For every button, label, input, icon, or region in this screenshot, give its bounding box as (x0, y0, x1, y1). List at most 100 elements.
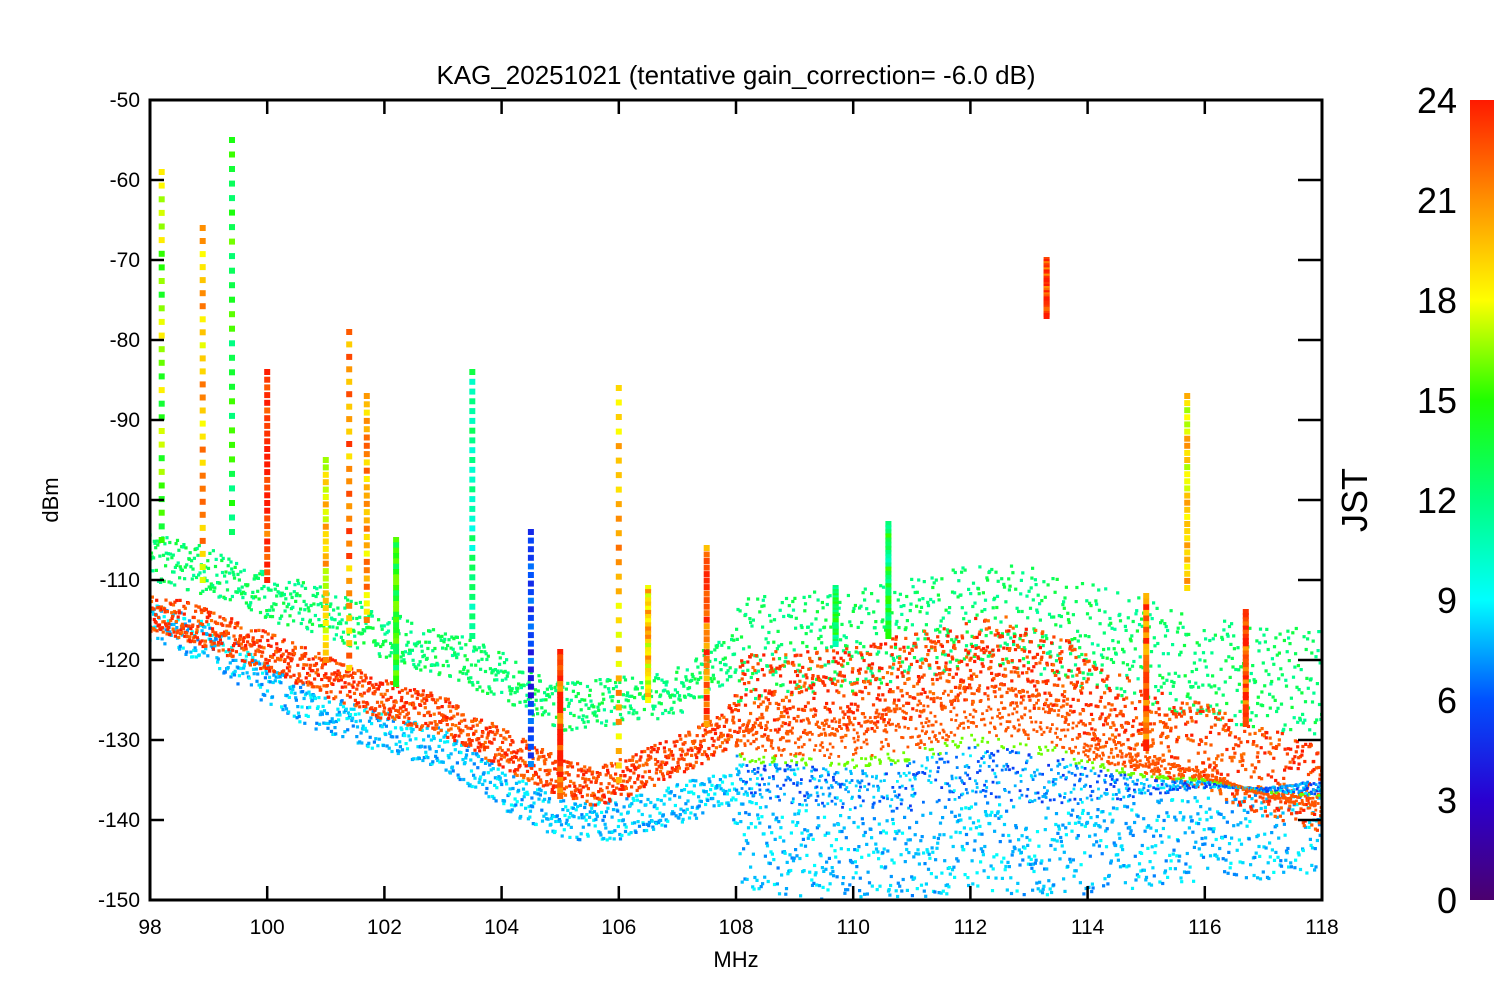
data-point (723, 792, 727, 796)
data-point (230, 645, 234, 650)
data-point (740, 660, 744, 665)
data-point (160, 637, 164, 641)
data-point (837, 690, 841, 695)
data-point (731, 796, 735, 800)
data-point (893, 646, 898, 650)
data-point (390, 681, 394, 686)
data-point (190, 630, 194, 634)
data-point (953, 570, 957, 575)
data-point (850, 682, 854, 686)
data-point (474, 648, 478, 652)
data-point (795, 653, 799, 657)
data-point (1132, 659, 1136, 664)
data-point (801, 665, 805, 669)
data-point (467, 676, 471, 680)
data-point (1109, 658, 1113, 662)
data-point (809, 708, 813, 712)
data-point (1172, 681, 1176, 685)
data-point (1110, 626, 1114, 630)
data-point (430, 762, 434, 766)
data-point (715, 716, 719, 720)
data-point (1152, 636, 1156, 640)
data-point (261, 650, 265, 654)
data-point (848, 883, 852, 887)
data-point (777, 657, 782, 661)
data-point (1216, 857, 1220, 861)
data-point (1211, 674, 1215, 678)
data-point (1202, 629, 1206, 633)
data-point (863, 720, 867, 724)
data-point (770, 831, 774, 835)
data-point (1003, 641, 1007, 645)
data-point (1228, 675, 1232, 679)
data-point (979, 628, 983, 632)
data-point (218, 667, 222, 671)
data-point (658, 741, 662, 746)
data-point (507, 792, 511, 796)
data-point (622, 675, 626, 679)
data-point (540, 819, 545, 823)
data-point (208, 613, 212, 617)
data-point (1183, 831, 1187, 835)
data-point (511, 786, 515, 791)
data-point (777, 702, 781, 706)
data-point (755, 717, 759, 721)
data-point (691, 675, 695, 679)
data-point (1173, 815, 1177, 819)
data-point (873, 645, 877, 649)
data-point (1152, 834, 1156, 838)
data-point (197, 605, 201, 609)
data-point (932, 835, 936, 839)
data-point (310, 698, 315, 702)
data-point (1187, 680, 1191, 684)
data-point (938, 624, 943, 628)
data-point (783, 851, 787, 855)
data-point (308, 618, 312, 622)
data-point (521, 787, 526, 791)
data-point (1209, 685, 1213, 689)
data-point (717, 736, 721, 740)
data-point (750, 624, 754, 628)
data-point (220, 558, 224, 563)
data-point (456, 712, 460, 716)
data-point (699, 676, 703, 680)
data-point (507, 758, 511, 762)
data-point (181, 545, 185, 549)
data-point (751, 665, 755, 670)
data-point (837, 673, 841, 677)
data-point (403, 722, 407, 726)
data-point (727, 788, 732, 792)
data-point (993, 829, 997, 833)
data-point (826, 689, 830, 693)
data-point (653, 743, 657, 748)
data-point (950, 868, 955, 872)
data-point (196, 624, 200, 629)
data-point (906, 838, 910, 842)
data-point (1028, 838, 1032, 842)
data-point (339, 675, 343, 679)
data-point (649, 694, 654, 699)
data-point (1234, 723, 1239, 727)
data-point (1052, 838, 1056, 842)
data-point (478, 749, 482, 753)
data-point (780, 873, 784, 877)
data-point (516, 768, 520, 772)
data-point (450, 723, 455, 727)
data-point (706, 798, 710, 802)
data-point (275, 583, 279, 587)
data-point (603, 685, 607, 689)
data-point (593, 824, 597, 828)
data-point (577, 816, 581, 820)
data-point (496, 759, 500, 763)
data-point (1291, 631, 1295, 635)
data-point (277, 591, 282, 595)
data-point (709, 788, 713, 792)
data-point (225, 580, 229, 584)
data-point (570, 765, 575, 769)
data-point (1236, 646, 1240, 650)
data-point (813, 873, 817, 877)
data-point (832, 874, 836, 878)
data-point (456, 705, 460, 709)
data-point (455, 635, 459, 639)
data-point (195, 636, 199, 640)
